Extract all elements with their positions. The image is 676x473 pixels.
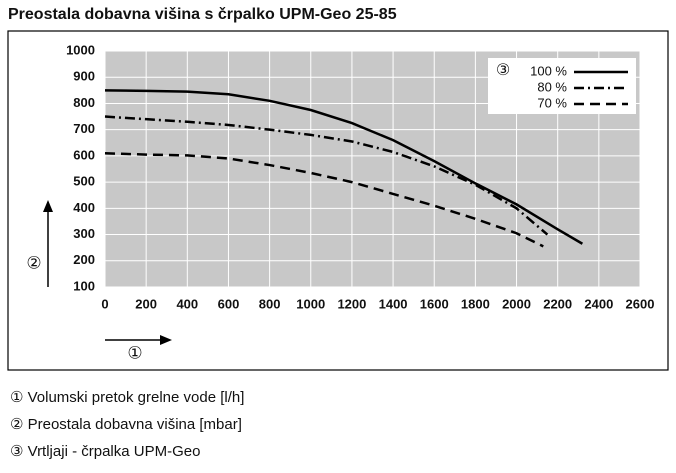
- y-tick-label: 600: [73, 147, 95, 162]
- x-tick-label: 2000: [502, 296, 531, 311]
- y-tick-label: 900: [73, 69, 95, 84]
- frame: [7, 30, 669, 371]
- x-tick-label: 400: [176, 296, 198, 311]
- x-marker: ①: [127, 343, 142, 362]
- x-tick-label: 0: [101, 296, 108, 311]
- x-tick-label: 2200: [543, 296, 572, 311]
- x-arrow-head: [160, 335, 172, 345]
- x-tick-label: 2400: [584, 296, 613, 311]
- y-tick-label: 1000: [66, 42, 95, 57]
- y-tick-label: 100: [73, 278, 95, 293]
- legend-label: 100 %: [530, 63, 567, 78]
- legend-label: 70 %: [537, 95, 567, 110]
- series-line: [104, 89, 584, 245]
- x-tick-label: 600: [218, 296, 240, 311]
- y-marker: ②: [26, 253, 41, 272]
- footnote: ③ Vrtljaji - črpalka UPM-Geo: [10, 443, 200, 460]
- legend-marker: ③: [496, 62, 510, 79]
- y-tick-label: 300: [73, 226, 95, 241]
- x-tick-label: 1400: [379, 296, 408, 311]
- y-arrow-head: [43, 200, 53, 212]
- y-tick-label: 800: [73, 95, 95, 110]
- y-tick-label: 400: [73, 200, 95, 215]
- x-tick-label: 1800: [461, 296, 490, 311]
- series-line: [104, 115, 549, 236]
- footnote: ① Volumski pretok grelne vode [l/h]: [10, 389, 244, 406]
- y-tick-label: 200: [73, 252, 95, 267]
- y-tick-label: 700: [73, 121, 95, 136]
- chart-title: Preostala dobavna višina s črpalko UPM-G…: [8, 6, 397, 23]
- x-tick-label: 1600: [420, 296, 449, 311]
- y-tick-label: 500: [73, 174, 95, 189]
- footnote: ② Preostala dobavna višina [mbar]: [10, 416, 242, 433]
- x-tick-label: 800: [259, 296, 281, 311]
- x-tick-label: 200: [135, 296, 157, 311]
- x-tick-label: 1000: [296, 296, 325, 311]
- x-tick-label: 1200: [337, 296, 366, 311]
- x-tick-label: 2600: [626, 296, 655, 311]
- series-line: [104, 152, 544, 248]
- legend-label: 80 %: [537, 79, 567, 94]
